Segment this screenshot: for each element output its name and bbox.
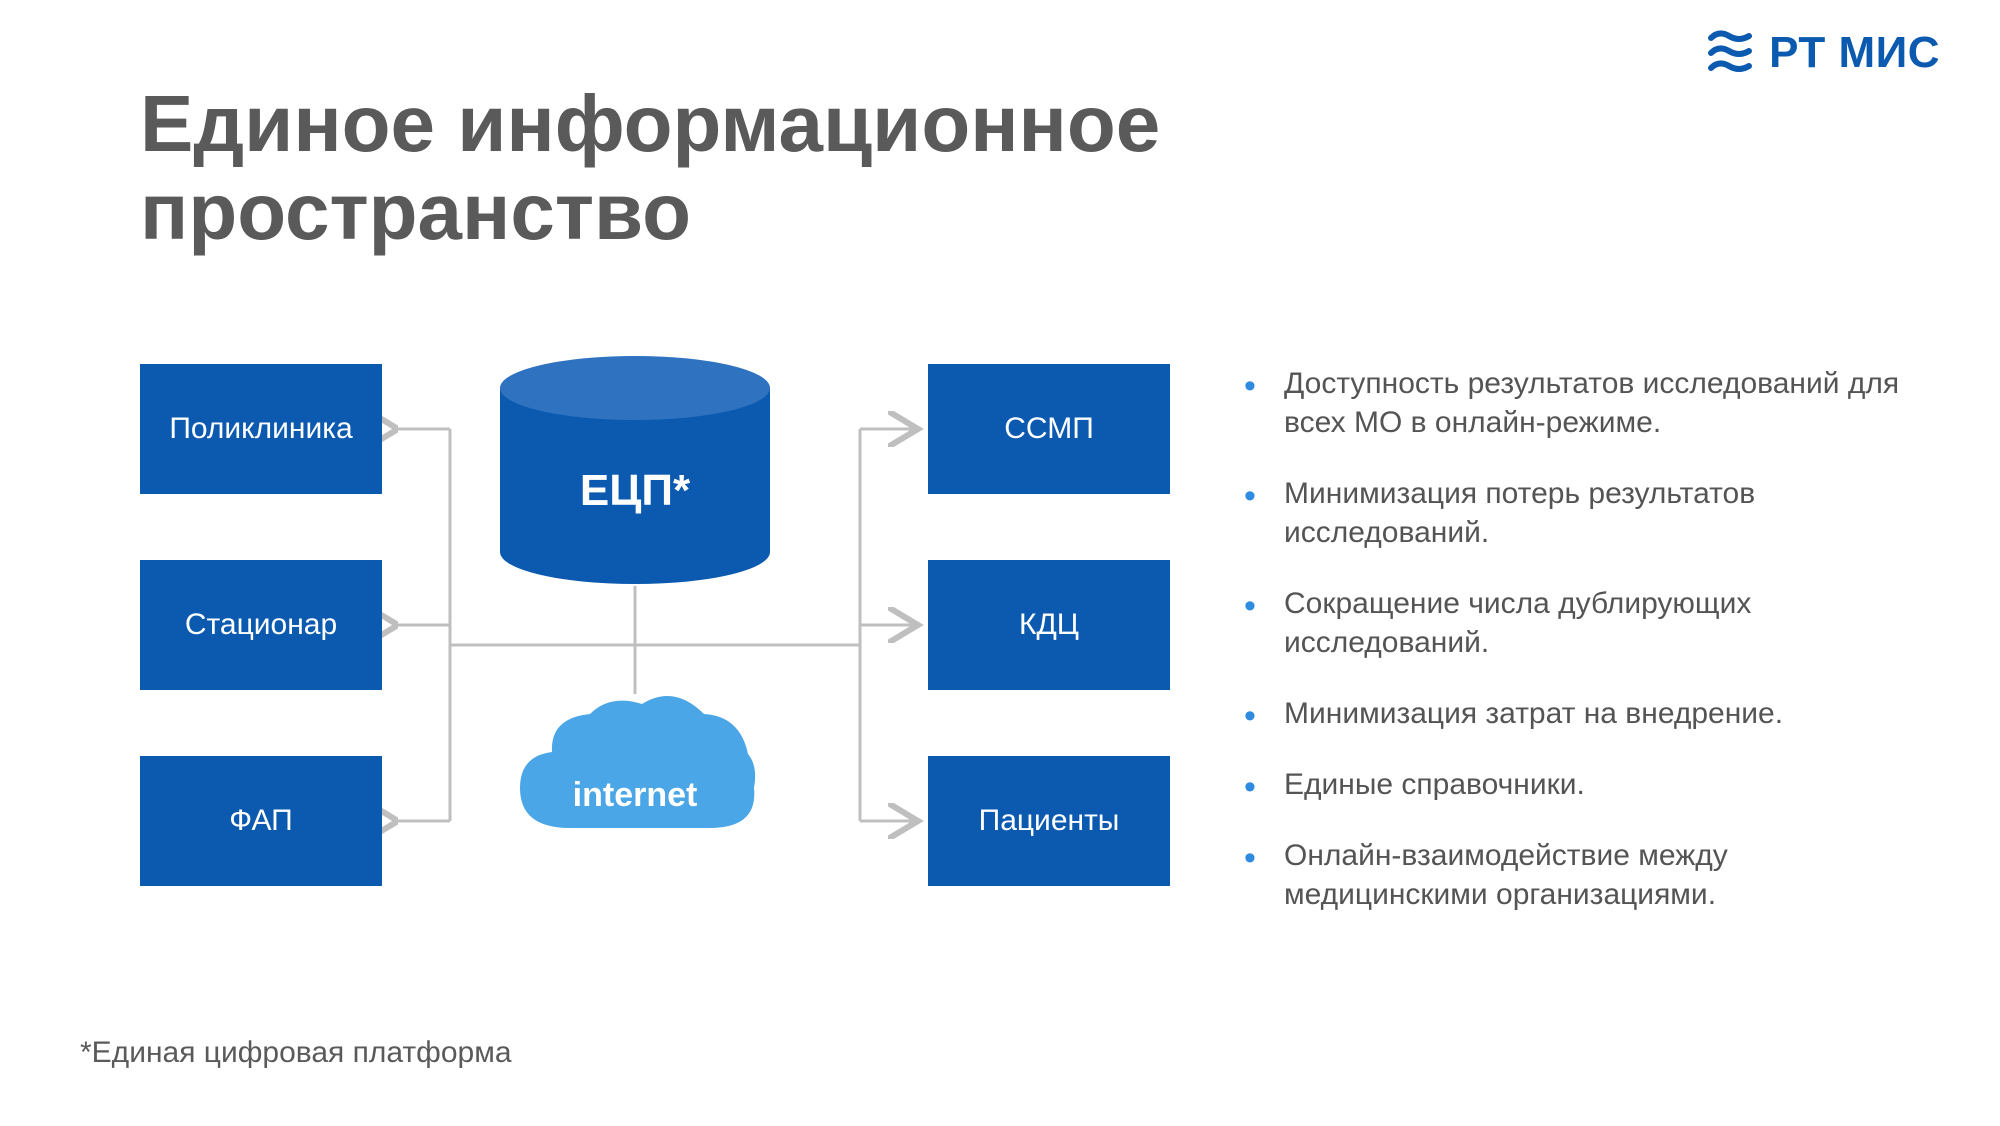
title-line-1: Единое информационное — [140, 79, 1160, 168]
brand-logo: РТ МИС — [1705, 28, 1940, 78]
node-fap: ФАП — [140, 756, 382, 886]
node-label: Стационар — [185, 608, 337, 642]
node-label: ФАП — [229, 804, 292, 838]
benefits-list: Доступность результатов исследований для… — [1244, 364, 1904, 946]
database-label: ЕЦП* — [500, 466, 770, 516]
node-stationary: Стационар — [140, 560, 382, 690]
node-label: Пациенты — [979, 804, 1120, 838]
cloud-label: internet — [510, 776, 760, 815]
cloud-icon: internet — [510, 688, 760, 848]
node-kdc: КДЦ — [928, 560, 1170, 690]
node-ssmp: ССМП — [928, 364, 1170, 494]
list-item: Сокращение числа дублирующих исследовани… — [1244, 584, 1904, 662]
footnote: *Единая цифровая платформа — [80, 1036, 512, 1070]
logo-text: РТ МИС — [1769, 28, 1940, 78]
list-item: Минимизация затрат на внедрение. — [1244, 694, 1904, 733]
title-line-2: пространство — [140, 167, 691, 256]
diagram-area: Поликлиника Стационар ФАП ССМП КДЦ Пацие… — [140, 364, 1170, 944]
page-title: Единое информационное пространство — [140, 80, 1160, 256]
node-label: Поликлиника — [169, 412, 352, 446]
database-icon: ЕЦП* — [500, 356, 770, 584]
node-patients: Пациенты — [928, 756, 1170, 886]
list-item: Минимизация потерь результатов исследова… — [1244, 474, 1904, 552]
node-label: КДЦ — [1019, 608, 1079, 642]
list-item: Единые справочники. — [1244, 765, 1904, 804]
list-item: Доступность результатов исследований для… — [1244, 364, 1904, 442]
node-policlinic: Поликлиника — [140, 364, 382, 494]
node-label: ССМП — [1004, 412, 1094, 446]
logo-icon — [1705, 28, 1755, 78]
list-item: Онлайн-взаимодействие между медицинскими… — [1244, 836, 1904, 914]
